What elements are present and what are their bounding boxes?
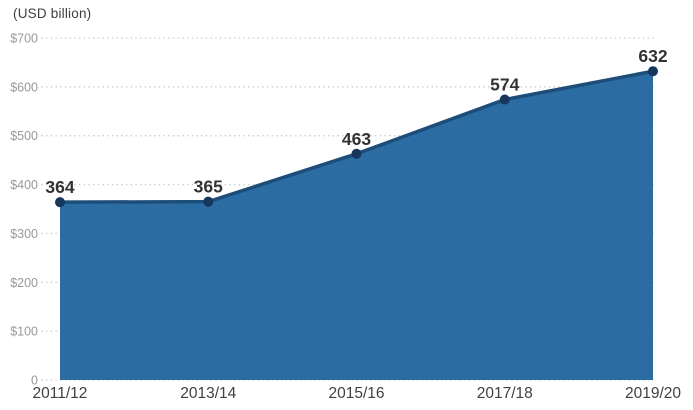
y-tick-label: $100: [10, 325, 38, 339]
y-tick-label: 0: [31, 374, 38, 388]
data-point-label: 632: [638, 46, 667, 66]
data-point-marker[interactable]: [648, 66, 658, 77]
data-point-marker[interactable]: [203, 196, 214, 207]
area-fill: [60, 71, 653, 381]
data-point-label: 365: [194, 177, 223, 197]
y-tick-label: $300: [10, 227, 38, 241]
x-tick-label: 2015/16: [328, 385, 384, 402]
y-tick-label: $400: [10, 178, 38, 192]
data-point-marker[interactable]: [499, 94, 510, 105]
y-tick-label: $700: [10, 32, 38, 46]
y-tick-label: $500: [10, 129, 38, 143]
y-tick-label: $600: [10, 80, 38, 94]
data-point-marker[interactable]: [351, 148, 362, 159]
data-point-label: 463: [342, 129, 371, 149]
chart-unit-label: (USD billion): [13, 6, 92, 21]
x-tick-label: 2019/20: [625, 385, 681, 402]
x-tick-label: 2011/12: [33, 385, 88, 402]
data-point-label: 364: [45, 177, 74, 197]
data-point-label: 574: [490, 75, 519, 95]
x-tick-label: 2013/14: [180, 385, 236, 402]
data-point-marker[interactable]: [55, 197, 65, 208]
x-tick-label: 2017/18: [477, 385, 533, 402]
y-tick-label: $200: [10, 276, 38, 290]
